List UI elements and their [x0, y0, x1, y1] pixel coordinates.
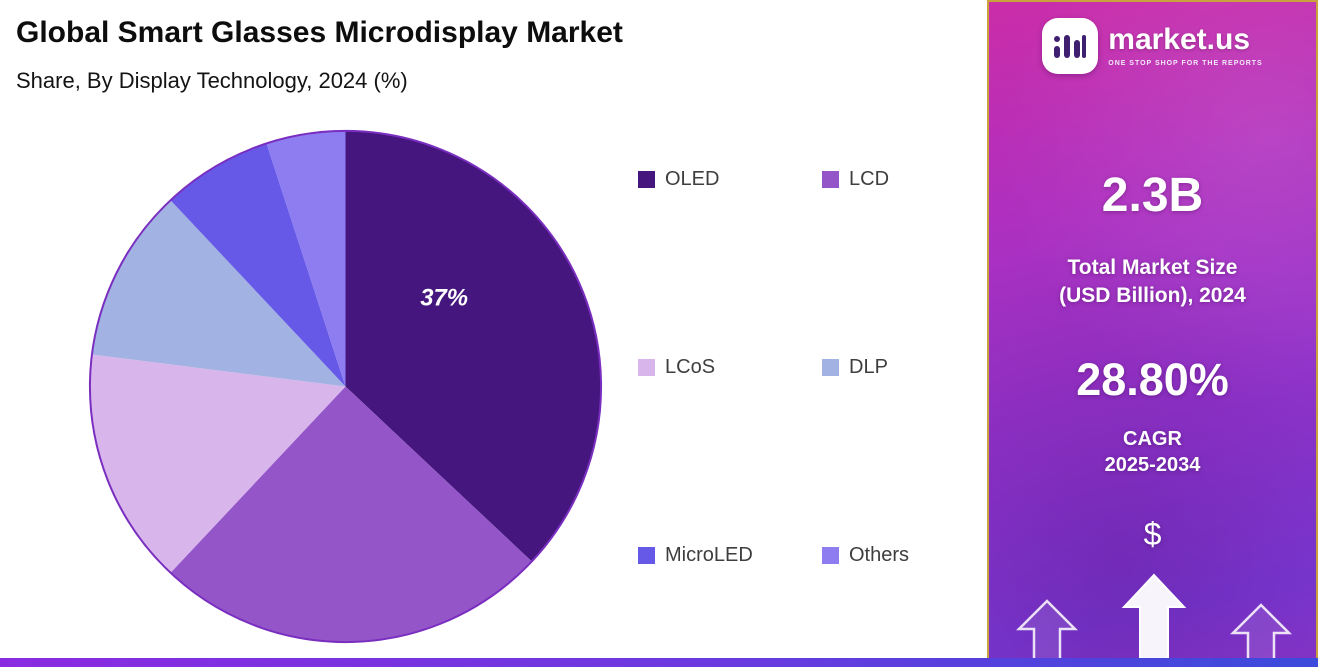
legend-swatch — [822, 546, 839, 564]
legend: OLED LCD LCoS DLP MicroLED Others — [638, 166, 1006, 568]
sidebar: market.us ONE STOP SHOP FOR THE REPORTS … — [987, 0, 1318, 667]
pie-outline — [88, 129, 603, 644]
chart-panel: Global Smart Glasses Microdisplay Market… — [16, 16, 910, 644]
logo-text-block: market.us ONE STOP SHOP FOR THE REPORTS — [1108, 23, 1263, 68]
legend-item-lcd: LCD — [822, 166, 1006, 192]
legend-item-dlp: DLP — [822, 354, 1006, 380]
total-market-size-unit: (USD Billion), 2024 — [1059, 284, 1246, 307]
page-title: Global Smart Glasses Microdisplay Market — [16, 16, 623, 49]
pie-chart-svg: 37% — [88, 129, 603, 644]
legend-label: LCD — [849, 167, 890, 190]
pie-value-label: 37% — [420, 284, 468, 311]
total-market-size-label: Total Market Size — [1067, 256, 1238, 279]
legend-swatch — [822, 170, 839, 188]
pie-slice-lcd — [170, 386, 532, 643]
logo-tagline: ONE STOP SHOP FOR THE REPORTS — [1108, 60, 1263, 67]
growth-arrows-icon — [1015, 573, 1293, 665]
legend-label: DLP — [849, 355, 888, 378]
market-us-logo-icon — [1042, 18, 1099, 74]
legend-label: LCoS — [665, 355, 716, 378]
logo-name: market.us — [1108, 23, 1251, 56]
legend-swatch — [638, 546, 655, 564]
pie-slice-oled — [345, 130, 602, 562]
logo-bars-icon — [1054, 35, 1087, 58]
cagr-value: 28.80% — [1076, 354, 1229, 405]
legend-swatch — [638, 170, 655, 188]
total-market-size-value: 2.3B — [1101, 169, 1204, 222]
cagr-label: CAGR — [1123, 428, 1182, 450]
page-subtitle: Share, By Display Technology, 2024 (%) — [16, 68, 408, 93]
pie-slice-dlp — [91, 200, 346, 387]
pie-slice-microled — [170, 143, 346, 387]
legend-item-oled: OLED — [638, 166, 822, 192]
cagr-period: 2025-2034 — [1104, 454, 1201, 476]
pie-slice-others — [266, 130, 346, 387]
legend-label: MicroLED — [665, 543, 753, 566]
sidebar-overlay — [989, 2, 1316, 665]
legend-label: OLED — [665, 167, 720, 190]
legend-item-lcos: LCoS — [638, 354, 822, 380]
legend-swatch — [638, 358, 655, 376]
legend-item-others: Others — [822, 542, 1006, 568]
pie-slice-lcos — [89, 354, 346, 573]
legend-swatch — [822, 358, 839, 376]
bottom-accent-strip — [0, 658, 1318, 667]
brand-logo: market.us ONE STOP SHOP FOR THE REPORTS — [989, 18, 1316, 74]
legend-label: Others — [849, 543, 910, 566]
legend-item-microled: MicroLED — [638, 542, 822, 568]
dollar-symbol: $ — [1143, 516, 1162, 552]
